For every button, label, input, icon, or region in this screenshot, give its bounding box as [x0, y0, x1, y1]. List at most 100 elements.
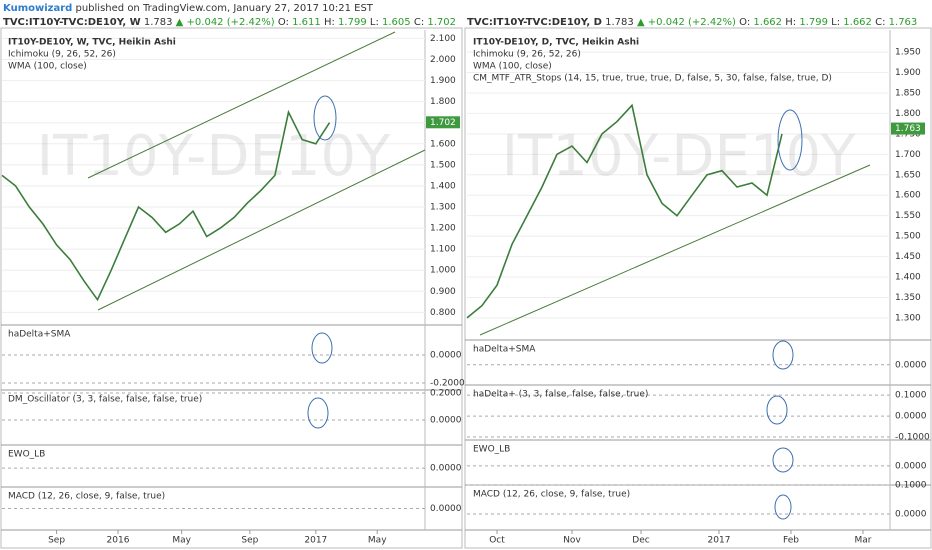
x-tick-label: Sep: [48, 536, 65, 546]
y-tick-label: 1.400: [430, 181, 456, 191]
y-tick-label: 1.650: [895, 170, 921, 180]
annotation-circle: [777, 109, 803, 171]
ohlc-key: O:: [278, 17, 289, 28]
pane-title: DM_Oscillator (3, 3, false, false, false…: [8, 395, 202, 405]
legend-entry: IT10Y-DE10Y, D, TVC, Heikin Ashi: [473, 38, 639, 48]
symbol: TVC:IT10Y-TVC:DE10Y, D: [467, 17, 602, 28]
y-tick-label: 0.0000: [430, 416, 462, 426]
y-tick-label: -0.2000: [430, 378, 465, 388]
pane-title: MACD (12, 26, close, 9, false, true): [8, 492, 165, 502]
pane-title: MACD (12, 26, close, 9, false, true): [473, 490, 630, 500]
ohlc-value: 1.799: [799, 17, 828, 28]
pane-title: EWO_LB: [473, 445, 510, 455]
y-tick-label: 0.0000: [430, 464, 462, 474]
y-tick-label: 1.400: [895, 273, 921, 283]
change: ▲ +0.042 (+2.42%): [637, 17, 736, 28]
y-tick-label: 1.200: [430, 224, 456, 234]
y-tick-label: 0.0000: [895, 510, 927, 520]
symbol: TVC:IT10Y-TVC:DE10Y, W: [3, 17, 141, 28]
annotation-circle: [766, 395, 788, 425]
x-tick-label: 2016: [107, 536, 130, 546]
x-tick-label: May: [368, 536, 387, 546]
trend-line: [97, 149, 426, 311]
y-tick-label: 0.0000: [895, 461, 927, 471]
y-tick-label: 1.900: [430, 76, 456, 86]
quote-line: TVC:IT10Y-TVC:DE10Y, D 1.783 ▲ +0.042 (+…: [467, 17, 917, 28]
y-tick-label: 0.0000: [430, 504, 462, 514]
change: ▲ +0.042 (+2.42%): [176, 17, 275, 28]
y-tick-label: 1.350: [895, 293, 921, 303]
y-tick-label: 1.600: [895, 191, 921, 201]
ohlc-key: L:: [831, 17, 840, 28]
quote-line: TVC:IT10Y-TVC:DE10Y, W 1.783 ▲ +0.042 (+…: [3, 17, 456, 28]
price-line: [466, 103, 783, 319]
y-tick-label: 2.100: [430, 34, 456, 44]
x-tick-label: Mar: [855, 536, 872, 546]
y-tick-label: 1.100: [430, 245, 456, 255]
ohlc-value: 1.662: [843, 17, 872, 28]
x-tick-label: Dec: [632, 536, 649, 546]
y-tick-label: 1.950: [895, 48, 921, 58]
ohlc-value: 1.702: [427, 17, 456, 28]
ohlc-key: O:: [739, 17, 750, 28]
legend-entry: CM_MTF_ATR_Stops (14, 15, true, true, tr…: [473, 74, 832, 84]
header: Kumowizard published on TradingView.com,…: [3, 3, 374, 14]
y-tick-label: 1.000: [430, 266, 456, 276]
pane-title: haDelta+SMA: [8, 330, 71, 340]
x-tick-label: Nov: [563, 536, 581, 546]
y-tick-label: 2.000: [430, 55, 456, 65]
y-tick-label: 1.800: [430, 97, 456, 107]
y-tick-label: 0.1000: [895, 481, 927, 491]
y-tick-label: 0.1000: [895, 391, 927, 401]
trend-line: [479, 164, 871, 336]
annotation-circle: [313, 95, 337, 141]
x-tick-label: Feb: [783, 536, 799, 546]
y-tick-label: 1.600: [430, 139, 456, 149]
annotation-circle: [307, 397, 329, 429]
x-tick-label: 2017: [708, 536, 731, 546]
y-tick-label: -0.1000: [895, 433, 930, 443]
legend-entry: WMA (100, close): [473, 62, 552, 72]
pane-title: haDelta+ (3, 3, false, false, false, tru…: [473, 390, 648, 400]
y-tick-label: 0.0000: [895, 360, 927, 370]
y-tick-label: 1.900: [895, 68, 921, 78]
annotation-circle: [311, 332, 333, 364]
ohlc-key: C:: [414, 17, 424, 28]
x-tick-label: Sep: [241, 536, 258, 546]
last-price: 1.783: [605, 17, 634, 28]
x-tick-label: May: [172, 536, 191, 546]
x-tick-label: 2017: [304, 536, 327, 546]
y-tick-label: 1.800: [895, 109, 921, 119]
ohlc-key: H:: [785, 17, 796, 28]
ohlc-value: 1.611: [292, 17, 321, 28]
ohlc-value: 1.799: [338, 17, 367, 28]
price-tag-bg: [891, 122, 925, 135]
y-tick-label: 1.700: [895, 150, 921, 160]
y-tick-label: 1.850: [895, 88, 921, 98]
pane-title: EWO_LB: [8, 450, 45, 460]
y-tick-label: 1.450: [895, 252, 921, 262]
author[interactable]: Kumowizard: [3, 3, 72, 14]
chart-frame: [0, 27, 463, 549]
legend-entry: Ichimoku (9, 26, 52, 26): [8, 50, 116, 60]
y-tick-label: 1.300: [895, 313, 921, 323]
pane-title: haDelta+SMA: [473, 345, 536, 355]
trend-line: [87, 31, 396, 179]
ohlc-key: L:: [370, 17, 379, 28]
ohlc-value: 1.662: [753, 17, 782, 28]
annotation-circle: [772, 447, 794, 473]
watermark: IT10Y-DE10Y: [37, 124, 392, 189]
legend-entry: Ichimoku (9, 26, 52, 26): [473, 50, 581, 60]
annotation-circle: [772, 340, 794, 370]
y-tick-label: 1.300: [430, 203, 456, 213]
y-tick-label: 1.550: [895, 211, 921, 221]
annotation-circle: [774, 494, 792, 520]
x-tick-label: Oct: [489, 536, 505, 546]
price-line: [1, 109, 331, 302]
y-tick-label: 0.2000: [430, 388, 462, 398]
last-price: 1.783: [144, 17, 173, 28]
watermark: IT10Y-DE10Y: [502, 124, 857, 189]
price-tag: 1.702: [430, 118, 456, 128]
